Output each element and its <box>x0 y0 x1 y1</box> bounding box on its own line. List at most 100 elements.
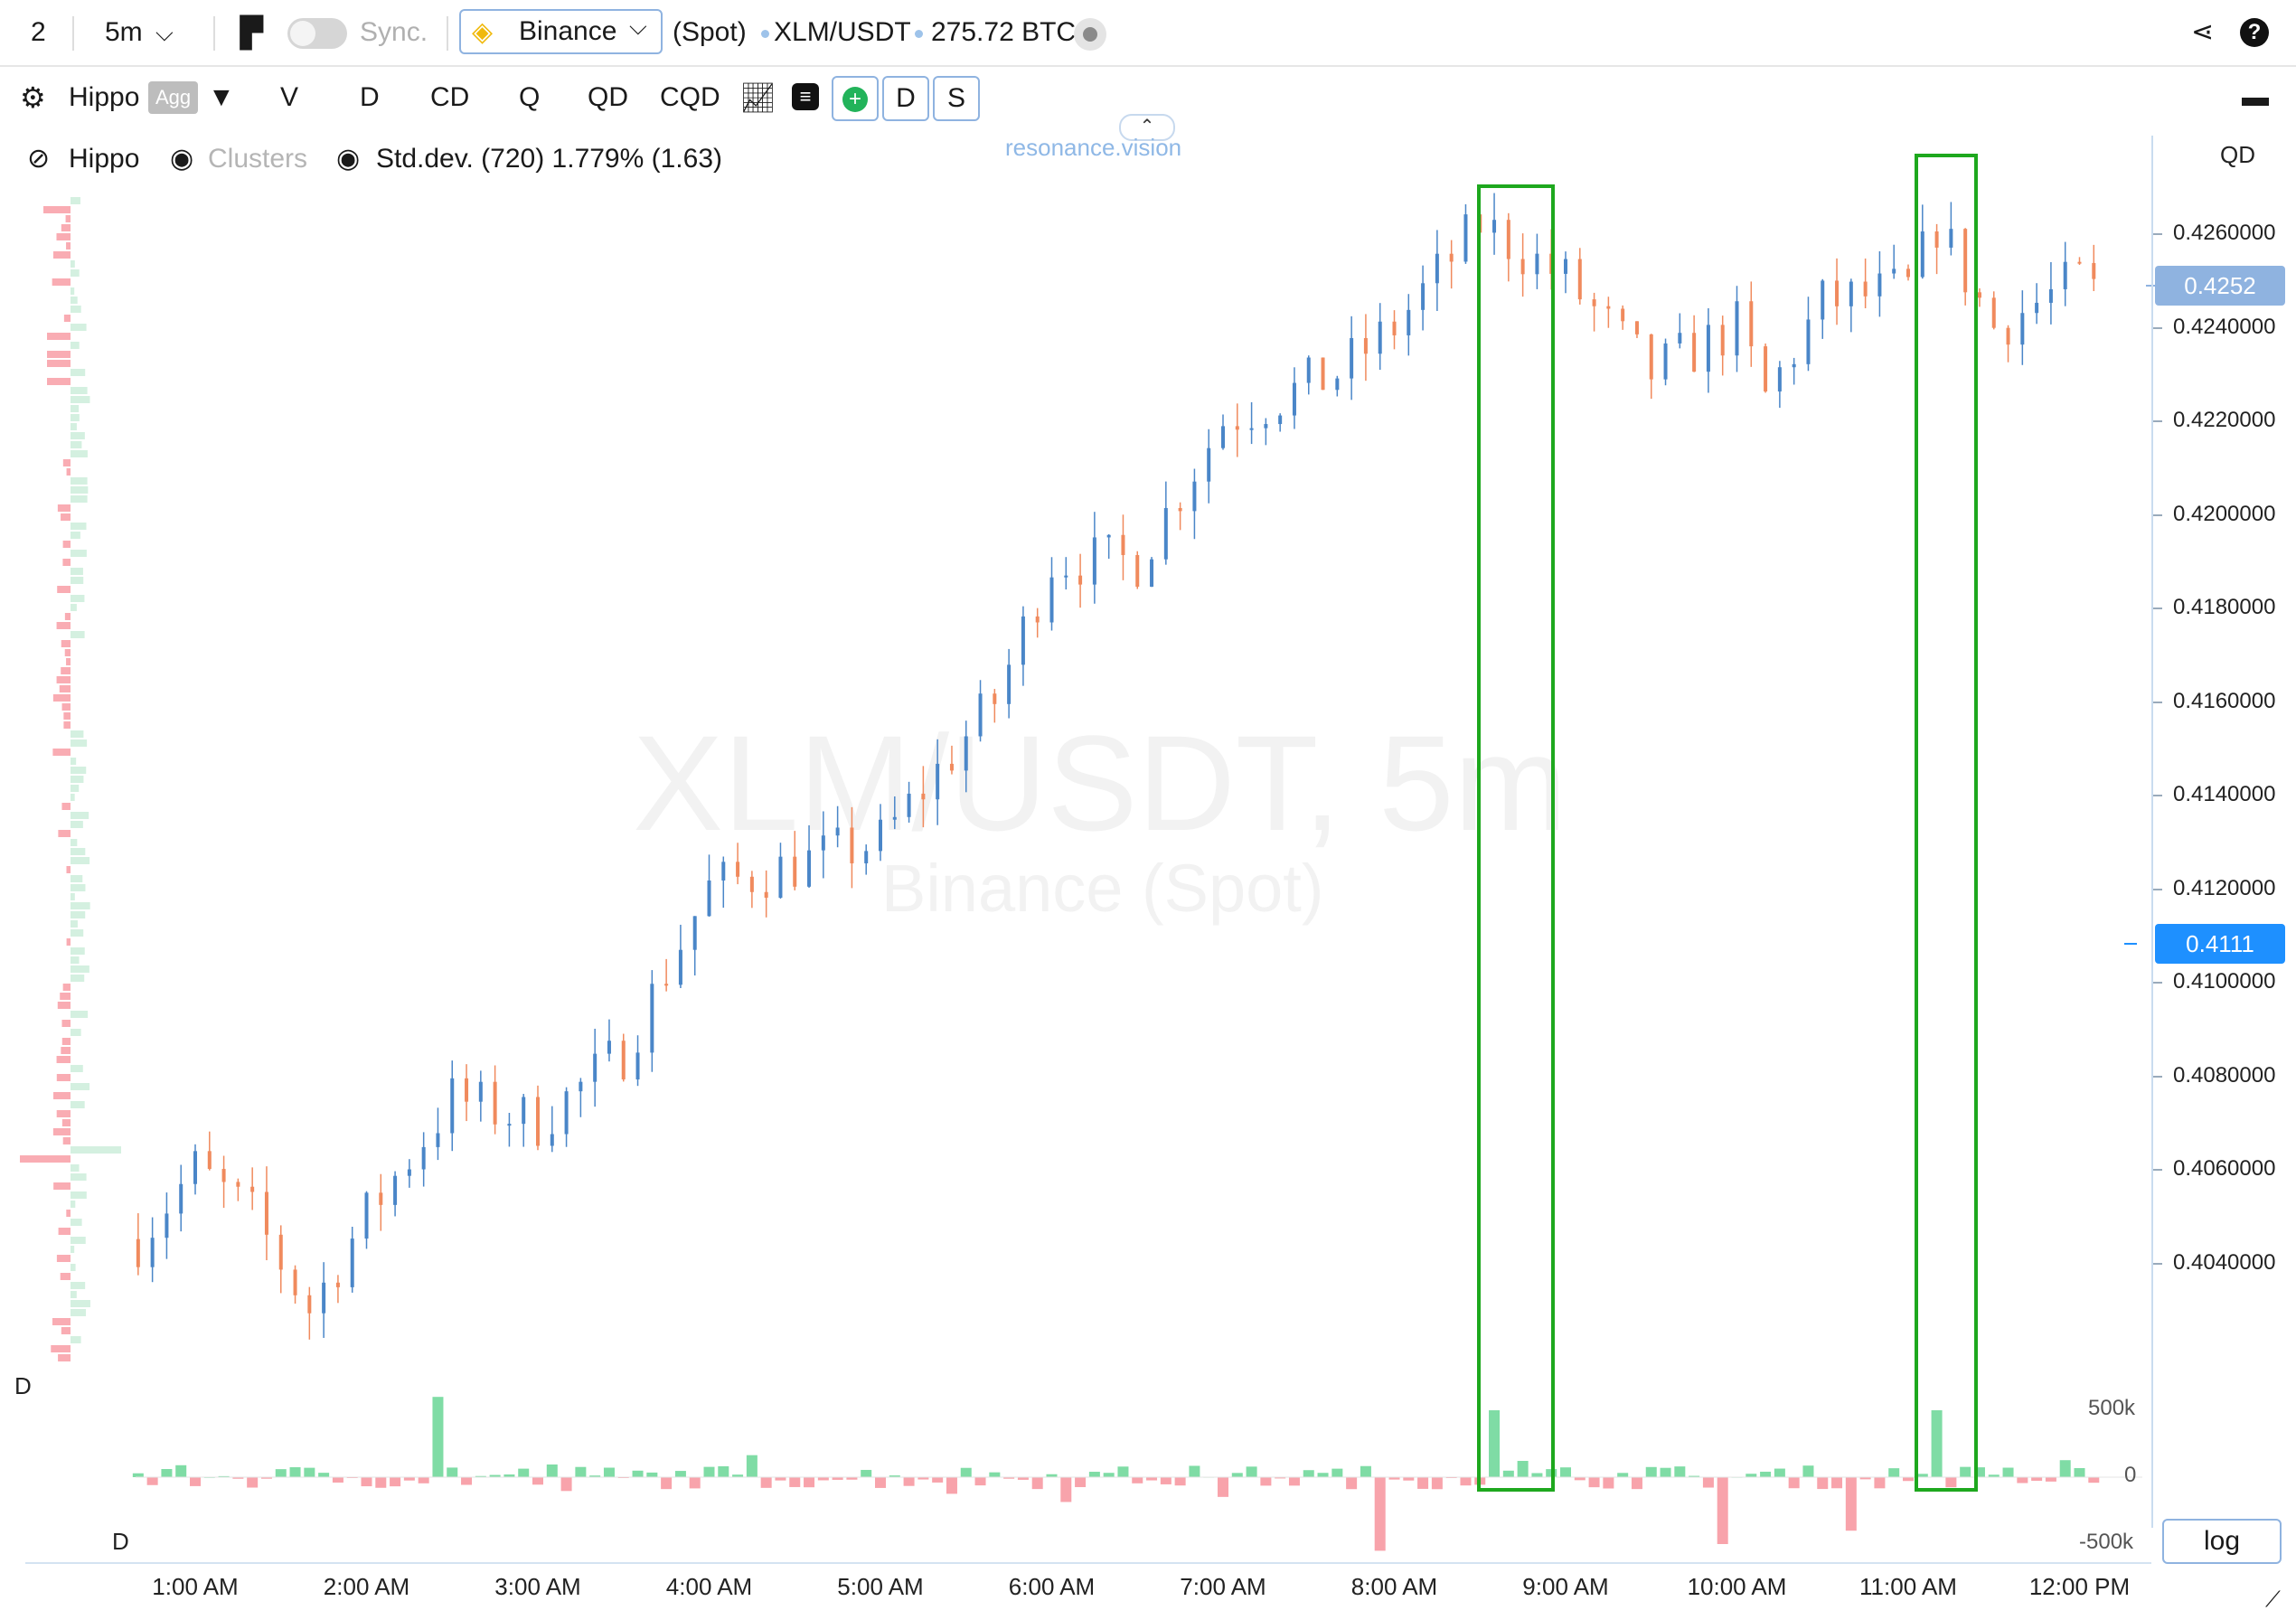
candle-body <box>1078 575 1083 585</box>
toolbar-button-qd[interactable]: QD <box>588 82 628 112</box>
pair-name[interactable]: XLM/USDT <box>774 17 911 47</box>
pane-label-lower: D <box>112 1528 129 1555</box>
gear-icon[interactable]: ⚙ <box>20 81 46 114</box>
price-tick-mark <box>2153 608 2162 609</box>
profile-bar <box>71 423 77 430</box>
price-tick-mark <box>2153 1262 2162 1265</box>
delta-bar <box>1874 1477 1886 1489</box>
profile-bar <box>71 369 86 376</box>
help-icon[interactable]: ? <box>2240 18 2269 47</box>
delta-bar <box>218 1475 230 1477</box>
resize-icon[interactable]: ⟋ <box>2265 1587 2281 1612</box>
delta-tick-500k: 500k <box>2088 1396 2136 1420</box>
legend-clusters[interactable]: Clusters <box>208 144 308 174</box>
layout-number[interactable]: 2 <box>31 17 46 47</box>
toolbar-button-cqd[interactable]: CQD <box>660 82 720 112</box>
delta-bar <box>1275 1477 1286 1479</box>
candle-body <box>1735 301 1739 356</box>
line-chart-icon[interactable]: 📈︎ <box>739 81 776 114</box>
candle-body <box>493 1081 497 1125</box>
time-tick-label: 4:00 AM <box>665 1573 753 1600</box>
log-scale-button[interactable]: log <box>2162 1519 2282 1564</box>
exchange-select[interactable]: ◈ Binance ⌵ <box>459 9 663 54</box>
price-tick-label: 0.4060000 <box>2173 1156 2276 1181</box>
timeframe-select[interactable]: 5m <box>105 17 143 47</box>
profile-bar <box>52 1318 71 1325</box>
add-indicator-button[interactable]: + <box>832 76 879 121</box>
profile-bar <box>71 306 81 313</box>
profile-bar <box>64 613 71 620</box>
delta-bar <box>760 1477 772 1488</box>
status-icon[interactable] <box>1074 18 1106 51</box>
toolbar-button-cd[interactable]: CD <box>430 82 470 112</box>
delta-bar <box>390 1477 401 1487</box>
box-button-s[interactable]: S <box>933 76 980 121</box>
ruler-icon[interactable]: ▬ <box>2242 82 2269 112</box>
sync-toggle[interactable] <box>287 18 347 49</box>
filter-icon[interactable]: ▼ <box>208 82 235 112</box>
delta-bar <box>1331 1468 1343 1477</box>
delta-bar <box>875 1477 886 1488</box>
delta-bar <box>1103 1473 1115 1477</box>
delta-bar <box>1831 1477 1843 1489</box>
delta-bar <box>1631 1477 1642 1490</box>
time-tick-label: 1:00 AM <box>152 1573 239 1600</box>
delta-bar <box>2031 1477 2043 1481</box>
candle-body <box>1634 321 1639 334</box>
candle-body <box>1321 357 1325 391</box>
share-icon[interactable]: ⋖ <box>2191 17 2215 47</box>
profile-bar <box>71 197 80 204</box>
legend-hippo[interactable]: Hippo <box>69 144 140 174</box>
delta-bar <box>575 1466 587 1477</box>
profile-bar <box>71 486 89 494</box>
candle-body <box>764 891 768 899</box>
candle-body <box>1150 559 1154 588</box>
delta-bar <box>1617 1473 1629 1477</box>
profile-bar <box>58 1228 71 1235</box>
divider <box>213 16 215 51</box>
collapse-button[interactable]: ⌃ <box>1119 114 1175 141</box>
toolbar-button-d[interactable]: D <box>360 82 380 112</box>
candle-body <box>1421 283 1426 310</box>
profile-bar <box>71 911 86 918</box>
flag-icon[interactable]: ▛ <box>240 16 263 49</box>
candle-body <box>949 763 954 771</box>
profile-bar <box>63 721 71 729</box>
agg-badge[interactable]: Agg <box>148 81 199 114</box>
delta-bar <box>1346 1477 1358 1490</box>
profile-bar <box>71 1291 77 1298</box>
profile-bar <box>71 1173 87 1181</box>
profile-bar <box>66 658 71 665</box>
delta-bar <box>1088 1472 1100 1477</box>
profile-bar <box>61 703 71 711</box>
toolbar-button-v[interactable]: V <box>280 82 299 112</box>
profile-bar <box>47 378 71 385</box>
box-button-d[interactable]: D <box>882 76 929 121</box>
price-tick-mark <box>2153 795 2162 796</box>
candle-body <box>221 1169 226 1182</box>
delta-bar <box>1060 1477 1072 1502</box>
plus-icon: + <box>842 87 868 113</box>
toolbar-button-q[interactable]: Q <box>519 82 541 112</box>
eye-icon[interactable]: ◉ <box>170 144 194 174</box>
profile-bar <box>71 1191 87 1199</box>
top-toolbar: 2 5m ⌵ ▛ Sync. ◈ Binance ⌵ (Spot) XLM/US… <box>0 0 2296 67</box>
delta-bar <box>260 1477 272 1479</box>
delta-bar <box>1702 1477 1714 1488</box>
delta-bar <box>817 1477 829 1481</box>
eye-icon[interactable]: ◉ <box>336 144 361 174</box>
chevron-down-icon[interactable]: ⌵ <box>155 19 174 46</box>
highlight-box-1 <box>1477 184 1555 1492</box>
indicator-name[interactable]: Hippo <box>69 82 140 112</box>
delta-bar <box>132 1473 144 1477</box>
profile-bar <box>61 1119 71 1126</box>
profile-bar <box>71 875 83 882</box>
notes-icon[interactable]: ≡ <box>792 83 819 110</box>
eye-off-icon[interactable]: ⊘ <box>27 144 51 174</box>
profile-bar <box>71 495 88 503</box>
candle-body <box>1221 426 1225 448</box>
candle-body <box>1235 426 1239 430</box>
candle-body <box>264 1191 268 1235</box>
profile-bar <box>71 1219 82 1226</box>
